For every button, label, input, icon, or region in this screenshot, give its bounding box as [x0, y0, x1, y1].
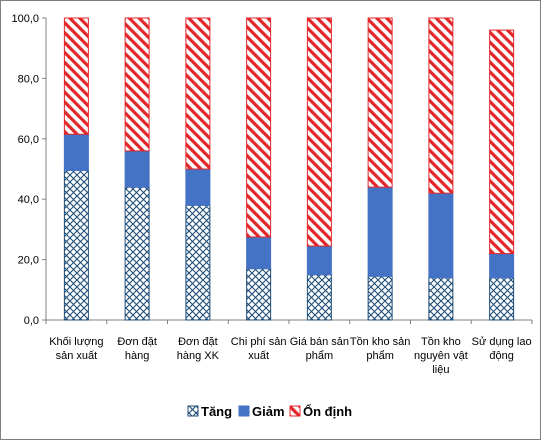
y-tick-label: 0,0: [24, 315, 39, 327]
bar-segment-on-dinh: [367, 17, 393, 188]
x-category-label: Đơn đặt hàng XK: [177, 336, 220, 362]
bar-segment-giam: [489, 253, 515, 279]
bar-segment-tang: [63, 170, 89, 321]
bar-segment-giam: [63, 133, 89, 172]
x-category-label: Tồn kho sản phẩm: [350, 336, 411, 362]
bar-segment-giam: [428, 192, 454, 279]
bar-segment-on-dinh: [246, 17, 272, 238]
x-category-label: Khối lượng sản xuất: [49, 336, 103, 362]
bar-segment-tang: [246, 268, 272, 321]
bar-segment-giam: [306, 245, 332, 276]
x-category-label: Chi phí sản xuất: [231, 336, 287, 362]
x-category-label: Tồn kho nguyên vật liệu: [414, 336, 468, 376]
legend-label-tang: Tăng: [201, 404, 232, 419]
bar-segment-on-dinh: [428, 17, 454, 194]
y-tick-label: 60,0: [18, 134, 39, 146]
bar-segment-giam: [124, 150, 150, 188]
x-category-label: Sử dụng lao động: [472, 336, 532, 362]
x-category-label: Đơn đặt hàng: [117, 336, 157, 362]
legend-swatch-tang: [187, 405, 199, 417]
bar-segment-tang: [428, 277, 454, 321]
bars: [63, 17, 515, 321]
legend-swatch-on-dinh: [289, 405, 301, 417]
bar-segment-tang: [489, 277, 515, 321]
bar-segment-giam: [367, 186, 393, 277]
bar-segment-on-dinh: [124, 17, 150, 152]
bar-segment-on-dinh: [185, 17, 211, 170]
legend-label-giam: Giảm: [252, 404, 285, 419]
bar-segment-giam: [246, 236, 272, 270]
legend: Tăng Giảm Ổn định: [187, 404, 352, 419]
legend-label-on-dinh: Ổn định: [303, 404, 352, 419]
y-tick-label: 100,0: [11, 13, 39, 25]
bar-segment-on-dinh: [489, 29, 515, 255]
bar-segment-tang: [124, 186, 150, 321]
bar-segment-giam: [185, 168, 211, 206]
bar-segment-tang: [367, 275, 393, 321]
bar-segment-on-dinh: [306, 17, 332, 247]
axes: 0,0 20,0 40,0 60,0 80,0 100,0: [11, 13, 533, 327]
bar-segment-tang: [306, 274, 332, 321]
bar-segment-tang: [185, 204, 211, 321]
y-tick-label: 80,0: [18, 73, 39, 85]
legend-swatch-giam: [238, 405, 250, 417]
y-tick-label: 40,0: [18, 194, 39, 206]
x-category-label: Giá bán sản phẩm: [290, 336, 349, 362]
category-labels: Khối lượng sản xuất Đơn đặt hàng Đơn đặt hàng…: [49, 336, 531, 376]
y-tick-label: 20,0: [18, 255, 39, 267]
bar-segment-on-dinh: [63, 17, 89, 135]
